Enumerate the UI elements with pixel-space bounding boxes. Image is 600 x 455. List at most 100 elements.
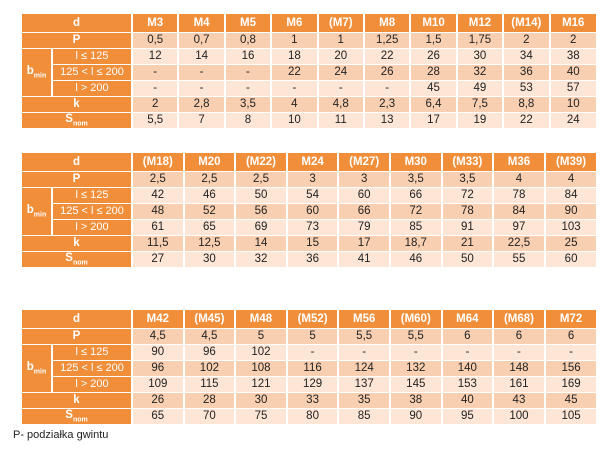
table-cell: 22,5: [493, 235, 546, 252]
table-cell: 124: [338, 360, 391, 377]
table-cell: 45: [544, 392, 597, 409]
table-cell: 4,5: [183, 328, 237, 345]
table-cell: 2: [503, 32, 551, 49]
table-cell: 42: [132, 187, 185, 204]
table-cell: M56: [338, 310, 391, 329]
table-cell: 50: [235, 187, 288, 204]
table-cell: 80: [286, 408, 340, 425]
table-cell: 161: [493, 376, 546, 393]
snom-symbol: S: [65, 408, 73, 421]
table-cell: (M22): [235, 153, 288, 172]
table-cell: (M27): [338, 153, 391, 172]
table-cell: 5: [235, 328, 288, 345]
table-row-b3: l > 200- - - - - -45 49 53 57: [22, 80, 596, 97]
table-cell: 2,5: [183, 171, 237, 188]
row-label-k: k: [22, 235, 133, 252]
table-row-b3: l > 200 109 115 121 129 137 145 153 161 169: [22, 376, 597, 393]
table-cell: M3: [132, 14, 180, 33]
table-cell: 43: [493, 392, 546, 409]
table-cell: 96: [183, 344, 237, 361]
table-cell: 36: [286, 251, 340, 268]
table-cell: 2,5: [235, 171, 288, 188]
table-cell: M24: [286, 153, 340, 172]
snom-label: Snom: [65, 408, 87, 423]
bmin-symbol: b: [26, 64, 34, 77]
table-cell: (M14): [503, 14, 551, 33]
table-cell: 0,5: [132, 32, 180, 49]
bmin-symbol: b: [26, 203, 34, 216]
table-cell: 75: [235, 408, 288, 425]
table-row-p: P 0,5 0,7 0,8 1 1 1,25 1,5 1,75 2 2: [22, 32, 596, 49]
table-cell: 79: [338, 219, 391, 236]
bmin-subscript: min: [33, 72, 47, 80]
table-row-k: k 2 2,8 3,5 4 4,8 2,3 6,4 7,5 8,8 10: [22, 96, 596, 113]
table-cell: 24: [317, 64, 365, 81]
table-cell: M30: [389, 153, 443, 172]
table-cell: 90: [132, 344, 185, 361]
table-cell: 46: [183, 187, 237, 204]
row-label-b2: 125 < l ≤ 200: [52, 64, 133, 81]
table-cell: 14: [178, 48, 226, 65]
table-cell: 0,7: [178, 32, 226, 49]
table-cell: 5,5: [389, 328, 443, 345]
snom-subscript: nom: [72, 259, 88, 267]
table-cell: 91: [441, 219, 495, 236]
table-cell: -: [338, 344, 391, 361]
table-cell: 1,75: [456, 32, 505, 49]
table-cell: 72: [389, 203, 443, 220]
table-cell: 65: [132, 408, 185, 425]
table-row-p: P 4,5 4,5 5 5 5,5 5,5 6 6 6: [22, 328, 597, 345]
table-cell: 129: [286, 376, 340, 393]
table-cell: 84: [493, 203, 546, 220]
table-row-s: Snom 65 70 75 80 85 90 95 100 105: [22, 408, 597, 425]
table-cell: 11,5: [132, 235, 185, 252]
table-cell: 48: [132, 203, 185, 220]
row-label-b1: l ≤ 125: [52, 187, 133, 204]
table-cell: 30: [456, 48, 505, 65]
table-cell: 56: [235, 203, 288, 220]
table-cell: 38: [549, 48, 596, 65]
table-cell: 97: [493, 219, 546, 236]
table-cell: M72: [544, 310, 597, 329]
table-cell: 10: [549, 96, 596, 113]
table-cell: 66: [389, 187, 443, 204]
table-row-b1: bmin l ≤ 125 12 14 16 18 20 22 26 30 34 38: [22, 48, 596, 97]
table-cell: (M33): [441, 153, 495, 172]
table-cell: 26: [410, 48, 458, 65]
bmin-symbol: b: [26, 360, 34, 373]
row-label-k: k: [22, 96, 133, 113]
table-cell: 96: [132, 360, 185, 377]
table-cell: M4: [178, 14, 226, 33]
table-cell: 8: [224, 112, 273, 129]
table-cell: 1: [317, 32, 365, 49]
table-cell: 6: [493, 328, 546, 345]
table-cell: 14: [235, 235, 288, 252]
table-cell: 1,25: [363, 32, 412, 49]
table-cell: 90: [544, 203, 597, 220]
snom-symbol: S: [65, 251, 73, 264]
table-cell: (M39): [544, 153, 597, 172]
table-cell: 0,8: [224, 32, 273, 49]
table-cell: -: [544, 344, 597, 361]
row-label-bmin: bmin: [22, 187, 53, 236]
table-cell: 72: [441, 187, 495, 204]
table-cell: 100: [493, 408, 546, 425]
row-label-b3: l > 200: [52, 80, 133, 97]
table-cell: 7: [178, 112, 226, 129]
table-cell: 15: [286, 235, 340, 252]
table-cell: 61: [132, 219, 185, 236]
table-cell: M5: [224, 14, 273, 33]
table-cell: 50: [441, 251, 495, 268]
table-row-b2: 125 < l ≤ 200 48 52 56 60 66 72 78 84 90: [22, 203, 597, 220]
table-cell: -: [271, 80, 319, 97]
table-cell: -: [132, 64, 180, 81]
table-cell: 3,5: [224, 96, 273, 113]
table-row-s: Snom 5,5 7 8 10 11 13 17 19 22 24: [22, 112, 596, 129]
row-label-p: P: [22, 328, 133, 345]
table-cell: 35: [338, 392, 391, 409]
table-cell: 60: [544, 251, 597, 268]
row-label-p: P: [22, 171, 133, 188]
table-cell: 55: [493, 251, 546, 268]
bmin-subscript: min: [33, 368, 47, 376]
table-cell: 85: [338, 408, 391, 425]
